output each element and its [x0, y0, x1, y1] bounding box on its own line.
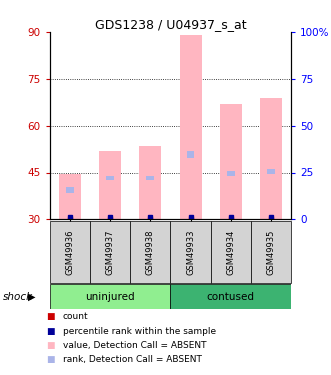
Title: GDS1238 / U04937_s_at: GDS1238 / U04937_s_at: [95, 18, 246, 31]
Text: GSM49934: GSM49934: [226, 230, 235, 275]
Bar: [227, 171, 235, 176]
Text: GSM49937: GSM49937: [106, 230, 115, 275]
Bar: [66, 187, 74, 193]
FancyBboxPatch shape: [211, 221, 251, 283]
Bar: [99, 151, 121, 219]
Bar: [139, 146, 162, 219]
Text: percentile rank within the sample: percentile rank within the sample: [63, 327, 216, 336]
FancyBboxPatch shape: [50, 284, 170, 309]
FancyBboxPatch shape: [170, 221, 211, 283]
Text: GSM49936: GSM49936: [65, 230, 74, 275]
Text: shock: shock: [3, 292, 33, 302]
Text: ■: ■: [46, 312, 55, 321]
Text: GSM49938: GSM49938: [146, 230, 155, 275]
FancyBboxPatch shape: [130, 221, 170, 283]
Bar: [179, 35, 202, 219]
Bar: [187, 151, 195, 158]
Text: count: count: [63, 312, 88, 321]
Text: contused: contused: [207, 292, 255, 302]
FancyBboxPatch shape: [251, 221, 291, 283]
Bar: [260, 98, 282, 219]
Text: ■: ■: [46, 327, 55, 336]
Text: GSM49935: GSM49935: [267, 230, 276, 275]
FancyBboxPatch shape: [90, 221, 130, 283]
Text: GSM49933: GSM49933: [186, 230, 195, 275]
Text: ▶: ▶: [28, 292, 36, 302]
Text: ■: ■: [46, 355, 55, 364]
Bar: [59, 174, 81, 219]
Bar: [146, 176, 154, 180]
FancyBboxPatch shape: [170, 284, 291, 309]
Text: ■: ■: [46, 341, 55, 350]
FancyBboxPatch shape: [50, 221, 90, 283]
Text: uninjured: uninjured: [85, 292, 135, 302]
Text: value, Detection Call = ABSENT: value, Detection Call = ABSENT: [63, 341, 207, 350]
Bar: [220, 104, 242, 219]
Bar: [267, 170, 275, 174]
Text: rank, Detection Call = ABSENT: rank, Detection Call = ABSENT: [63, 355, 202, 364]
Bar: [106, 176, 114, 180]
